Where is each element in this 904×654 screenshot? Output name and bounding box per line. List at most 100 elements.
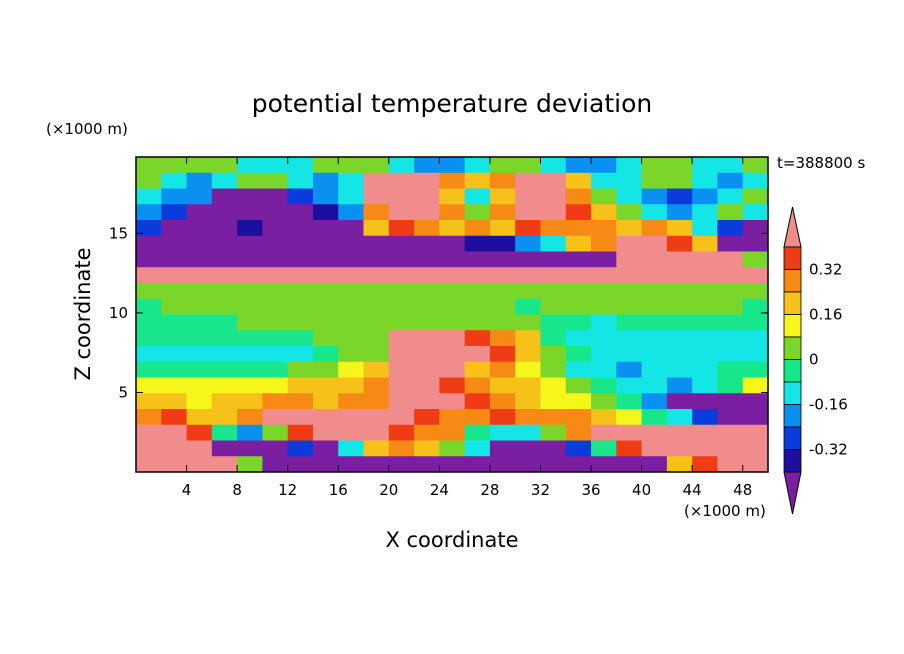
field-cell xyxy=(717,361,744,379)
field-cell xyxy=(211,220,238,237)
field-cell xyxy=(641,377,668,394)
field-cell xyxy=(161,330,188,347)
field-cell xyxy=(363,377,390,394)
y-tick-label: 5 xyxy=(118,383,128,401)
field-cell xyxy=(237,361,263,379)
field-cell xyxy=(439,157,466,174)
field-cell xyxy=(312,346,339,363)
colorbar-bottom-triangle xyxy=(783,471,802,515)
field-cell xyxy=(616,409,643,426)
field-cell xyxy=(515,377,542,394)
colorbar-label: -0.32 xyxy=(809,441,848,459)
field-cell xyxy=(136,440,162,457)
field-cell xyxy=(338,267,365,284)
field-cell xyxy=(312,298,339,316)
colorbar-top-triangle xyxy=(783,206,802,248)
field-cell xyxy=(565,393,592,410)
field-cell xyxy=(692,220,719,237)
field-cell xyxy=(464,440,491,457)
field-cell xyxy=(388,361,415,379)
field-cell xyxy=(565,204,592,221)
field-cell xyxy=(692,440,719,457)
field-cell xyxy=(742,267,768,284)
field-cell xyxy=(312,251,339,268)
field-cell xyxy=(692,172,719,190)
field-cell xyxy=(692,298,719,316)
colorbar-box xyxy=(783,246,802,270)
field-cell xyxy=(439,424,466,442)
field-cell xyxy=(742,440,768,457)
field-cell xyxy=(515,346,542,363)
field-cell xyxy=(489,283,516,300)
field-cell xyxy=(666,204,693,221)
field-cell xyxy=(641,220,668,237)
field-cell xyxy=(237,298,263,316)
field-cell xyxy=(136,409,162,426)
field-cell xyxy=(742,157,768,174)
field-cell xyxy=(414,251,440,268)
field-cell xyxy=(388,267,415,284)
field-cell xyxy=(717,330,744,347)
field-cell xyxy=(287,346,314,363)
field-cell xyxy=(540,220,567,237)
field-cell xyxy=(742,361,768,379)
field-cell xyxy=(641,314,668,331)
field-cell xyxy=(136,220,162,237)
field-cell xyxy=(742,424,768,442)
field-cell xyxy=(388,409,415,426)
field-cell xyxy=(616,298,643,316)
field-cell xyxy=(742,298,768,316)
field-cell xyxy=(742,283,768,300)
field-cell xyxy=(591,235,617,253)
field-cell xyxy=(439,393,466,410)
field-cell xyxy=(363,456,390,472)
field-cell xyxy=(717,235,744,253)
y-unit-label: (×1000 m) xyxy=(46,120,128,138)
field-cell xyxy=(186,188,213,205)
field-cell xyxy=(540,409,567,426)
field-cell xyxy=(363,298,390,316)
field-cell xyxy=(515,361,542,379)
field-cell xyxy=(439,330,466,347)
field-cell xyxy=(211,377,238,394)
field-cell xyxy=(742,172,768,190)
field-cell xyxy=(338,251,365,268)
field-cell xyxy=(439,172,466,190)
field-cell xyxy=(666,298,693,316)
field-cell xyxy=(515,204,542,221)
field-cell xyxy=(237,440,263,457)
field-cell xyxy=(717,424,744,442)
x-tick-label: 48 xyxy=(733,481,752,499)
field-cell xyxy=(692,346,719,363)
field-cell xyxy=(287,172,314,190)
field-cell xyxy=(161,314,188,331)
field-cell xyxy=(439,440,466,457)
chart-title: potential temperature deviation xyxy=(252,89,652,118)
field-cell xyxy=(161,298,188,316)
field-cell xyxy=(388,393,415,410)
field-cell xyxy=(136,361,162,379)
field-cell xyxy=(338,220,365,237)
field-cell xyxy=(489,251,516,268)
field-cell xyxy=(338,330,365,347)
field-cell xyxy=(565,298,592,316)
field-cell xyxy=(641,298,668,316)
field-cell xyxy=(591,393,617,410)
field-cell xyxy=(388,283,415,300)
field-cell xyxy=(211,456,238,472)
field-cell xyxy=(388,235,415,253)
field-cell xyxy=(439,235,466,253)
field-cell xyxy=(489,409,516,426)
field-cell xyxy=(666,314,693,331)
field-cell xyxy=(717,204,744,221)
field-cell xyxy=(616,440,643,457)
field-cell xyxy=(717,267,744,284)
field-cell xyxy=(211,440,238,457)
field-cell xyxy=(692,188,719,205)
y-tick-label: 10 xyxy=(109,304,128,322)
field-cell xyxy=(540,424,567,442)
field-cell xyxy=(565,346,592,363)
field-cell xyxy=(363,440,390,457)
field-cell xyxy=(717,346,744,363)
